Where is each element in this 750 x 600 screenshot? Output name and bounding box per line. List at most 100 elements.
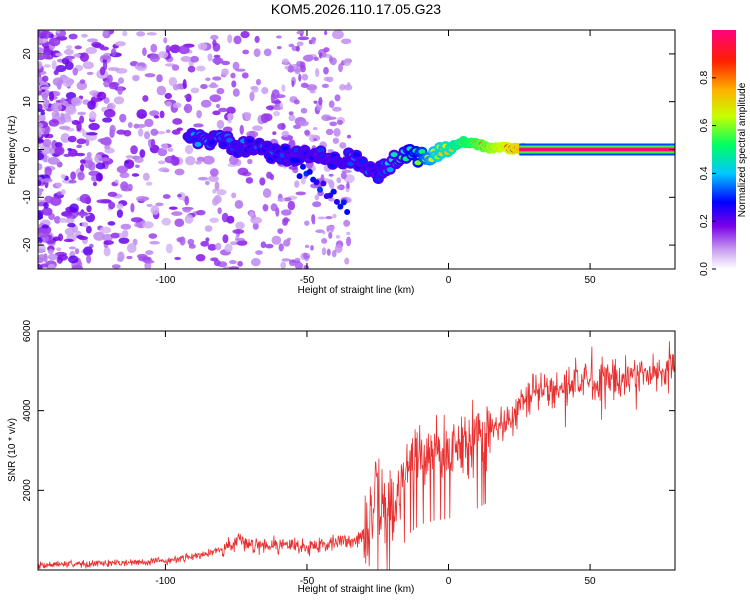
noise-blob — [213, 194, 222, 204]
noise-blob — [86, 71, 94, 75]
noise-blob — [158, 51, 169, 59]
noise-blob — [64, 55, 75, 60]
noise-blob — [193, 123, 204, 128]
noise-blob — [196, 209, 206, 216]
noise-blob — [144, 73, 156, 78]
noise-blob — [56, 247, 62, 252]
spectrogram-heat-layer — [38, 30, 675, 269]
noise-blob — [207, 243, 217, 251]
noise-blob — [336, 185, 344, 190]
noise-blob — [131, 173, 140, 177]
noise-blob — [283, 197, 292, 202]
noise-blob — [312, 201, 322, 208]
noise-blob — [328, 232, 333, 239]
noise-blob — [275, 94, 286, 99]
noise-blob — [346, 236, 352, 247]
noise-blob — [60, 174, 66, 180]
noise-blob — [167, 147, 174, 152]
noise-blob — [68, 33, 78, 40]
noise-blob — [76, 81, 88, 91]
noise-blob — [142, 95, 149, 102]
noise-blob — [221, 60, 231, 66]
noise-blob — [323, 47, 330, 53]
noise-blob — [74, 248, 80, 255]
ridge-branch — [330, 188, 337, 195]
noise-blob — [97, 91, 107, 101]
noise-blob — [343, 58, 351, 67]
noise-blob — [99, 66, 106, 76]
noise-blob — [182, 79, 187, 89]
spectrogram-ytick-label: 20 — [22, 48, 33, 60]
noise-blob — [185, 156, 196, 166]
noise-blob — [62, 75, 69, 80]
noise-blob — [38, 46, 44, 54]
noise-blob — [212, 188, 217, 194]
noise-blob — [232, 88, 240, 97]
noise-blob — [82, 61, 94, 70]
noise-blob — [332, 30, 344, 40]
noise-blob — [300, 107, 308, 114]
noise-blob — [195, 253, 206, 262]
noise-blob — [343, 84, 353, 91]
noise-blob — [109, 124, 116, 134]
noise-blob — [269, 173, 275, 181]
noise-blob — [314, 194, 320, 201]
noise-blob — [102, 136, 112, 147]
ridge-cell — [414, 160, 422, 166]
noise-blob — [137, 123, 146, 128]
noise-blob — [47, 156, 60, 165]
noise-blob — [88, 122, 100, 131]
noise-blob — [73, 53, 81, 58]
noise-blob — [124, 160, 130, 164]
noise-blob — [234, 199, 244, 209]
noise-blob — [38, 163, 43, 171]
noise-blob — [55, 65, 67, 73]
snr-ytick-label: 2000 — [22, 479, 33, 502]
noise-blob — [116, 165, 128, 174]
noise-blob — [118, 237, 130, 244]
noise-blob — [57, 254, 68, 261]
noise-blob — [71, 96, 83, 107]
noise-blob — [250, 86, 258, 90]
noise-blob — [130, 217, 143, 223]
noise-blob — [41, 207, 53, 216]
noise-blob — [49, 147, 55, 155]
spectrogram-xlabel: Height of straight line (km) — [298, 285, 415, 296]
noise-blob — [81, 221, 89, 228]
noise-blob — [208, 175, 219, 182]
noise-blob — [98, 157, 110, 162]
noise-blob — [43, 153, 48, 163]
noise-blob — [38, 152, 45, 161]
noise-blob — [165, 243, 173, 254]
noise-blob — [94, 154, 103, 164]
noise-blob — [38, 211, 43, 221]
noise-blob — [218, 107, 228, 113]
noise-blob — [136, 253, 148, 259]
colorbar-gradient — [712, 30, 736, 269]
noise-blob — [227, 34, 233, 44]
noise-blob — [80, 163, 85, 172]
noise-blob — [311, 214, 316, 224]
noise-blob — [61, 189, 66, 195]
noise-blob — [95, 162, 106, 170]
noise-blob — [339, 84, 346, 91]
noise-blob — [38, 113, 46, 123]
noise-blob — [102, 117, 113, 123]
noise-blob — [67, 135, 77, 143]
noise-blob — [116, 203, 124, 210]
noise-blob — [134, 157, 144, 164]
noise-blob — [100, 55, 111, 60]
noise-blob — [122, 30, 128, 37]
noise-blob — [103, 97, 110, 104]
noise-blob — [288, 43, 295, 48]
noise-blob — [252, 125, 263, 131]
noise-blob — [235, 221, 245, 230]
ridge-branch — [316, 186, 323, 193]
noise-blob — [125, 155, 134, 159]
noise-blob — [209, 217, 219, 223]
noise-blob — [202, 155, 215, 165]
noise-blob — [85, 138, 90, 147]
noise-blob — [174, 256, 182, 261]
noise-blob — [162, 194, 171, 199]
